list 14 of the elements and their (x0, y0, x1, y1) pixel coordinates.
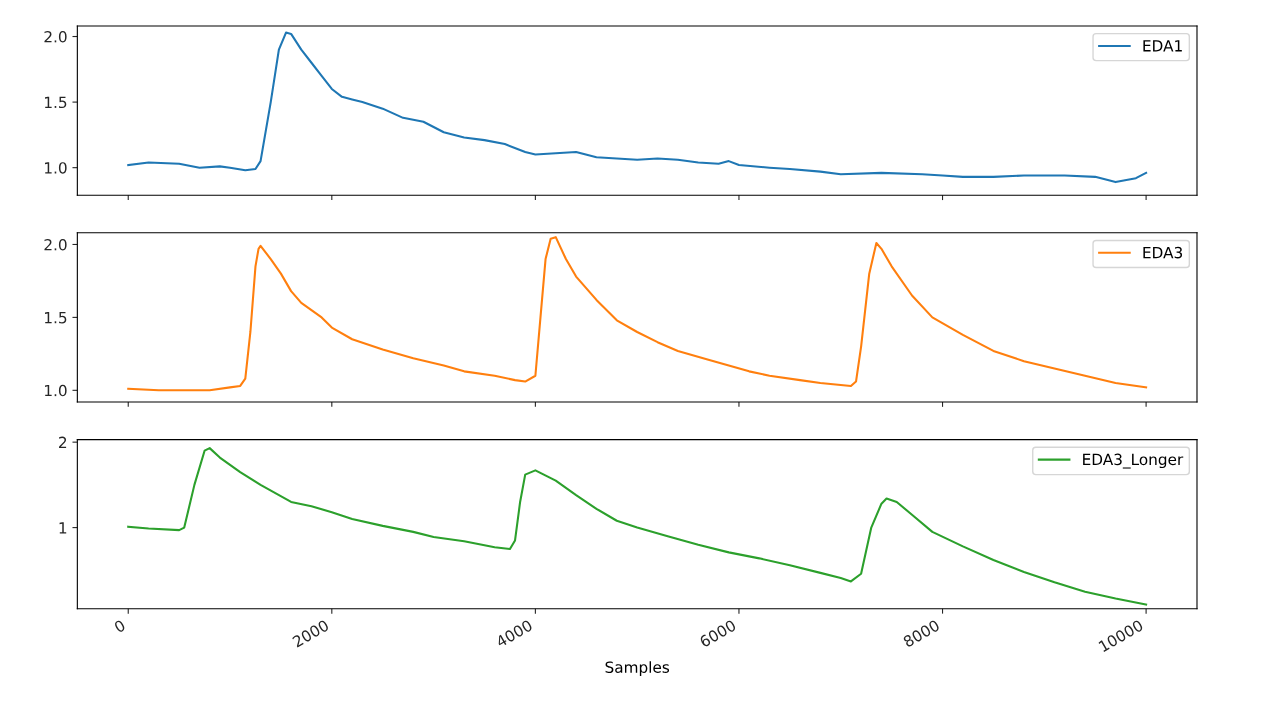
legend-label: EDA3_Longer (1083, 453, 1184, 469)
y-tick-label: 1.5 (45, 312, 67, 324)
x-tick-label: 0 (113, 619, 126, 634)
x-axis-title: Samples (605, 661, 670, 676)
y-tick-label: 1.0 (45, 162, 67, 174)
y-tick-label: 2.0 (44, 238, 67, 251)
y-tick-label: 2.0 (44, 30, 67, 43)
legend-label: EDA1 (1143, 40, 1182, 52)
x-tick-label: 4000 (495, 619, 534, 648)
y-tick-label: 2 (59, 436, 67, 448)
legend-label: EDA3 (1143, 246, 1183, 259)
y-tick-label: 1 (59, 522, 67, 534)
y-tick-label: 1.0 (45, 384, 67, 397)
y-tick-label: 1.5 (45, 96, 67, 109)
